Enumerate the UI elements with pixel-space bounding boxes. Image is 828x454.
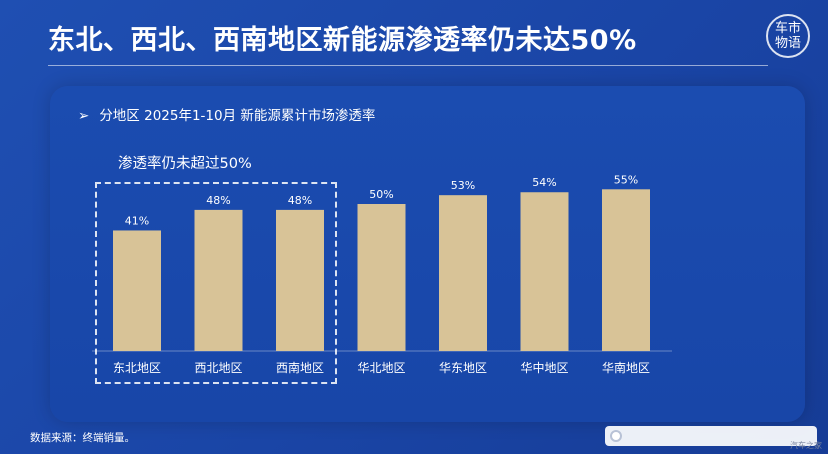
category-label-2: 西北地区 <box>194 361 242 375</box>
category-label-1: 东北地区 <box>113 361 161 375</box>
data-source-note: 数据来源：终端销量。 <box>30 432 135 444</box>
bar-5 <box>439 195 487 351</box>
watermark-avatar-icon <box>610 430 622 442</box>
chart-panel <box>50 86 805 422</box>
category-label-4: 华北地区 <box>357 361 405 375</box>
bar-value-label-6: 54% <box>532 176 556 189</box>
bar-value-label-5: 53% <box>451 179 475 192</box>
brand-logo-text: 车市物语 <box>774 21 801 51</box>
bar-value-label-3: 48% <box>288 194 312 207</box>
page-title: 东北、西北、西南地区新能源渗透率仍未达50% <box>48 25 637 56</box>
bar-2 <box>194 209 243 351</box>
bar-3 <box>276 209 324 351</box>
highlight-dashed-box <box>95 182 337 384</box>
chart-subtitle-text: 分地区 2025年1-10月 新能源累计市场渗透率 <box>99 108 376 124</box>
title-divider <box>48 65 768 66</box>
watermark-bar <box>605 426 817 446</box>
watermark-text: 汽车之家 <box>790 441 822 450</box>
bar-4 <box>357 204 406 351</box>
category-label-3: 西南地区 <box>276 360 324 375</box>
bar-value-label-2: 48% <box>206 194 230 207</box>
brand-logo: 车市物语 <box>766 14 810 58</box>
bar-1 <box>113 230 161 351</box>
chart-subtitle: ➢ 分地区 2025年1-10月 新能源累计市场渗透率 <box>78 104 375 124</box>
bar-value-label-7: 55% <box>614 173 638 186</box>
bar-value-label-4: 50% <box>369 188 393 201</box>
chevron-right-icon: ➢ <box>78 108 90 124</box>
category-label-5: 华东地区 <box>439 361 487 375</box>
bar-value-label-1: 41% <box>125 214 149 227</box>
category-label-6: 华中地区 <box>520 360 568 375</box>
bar-7 <box>602 189 650 351</box>
bar-6 <box>520 192 569 351</box>
highlight-note: 渗透率仍未超过50% <box>118 156 252 172</box>
category-label-7: 华南地区 <box>602 360 650 375</box>
